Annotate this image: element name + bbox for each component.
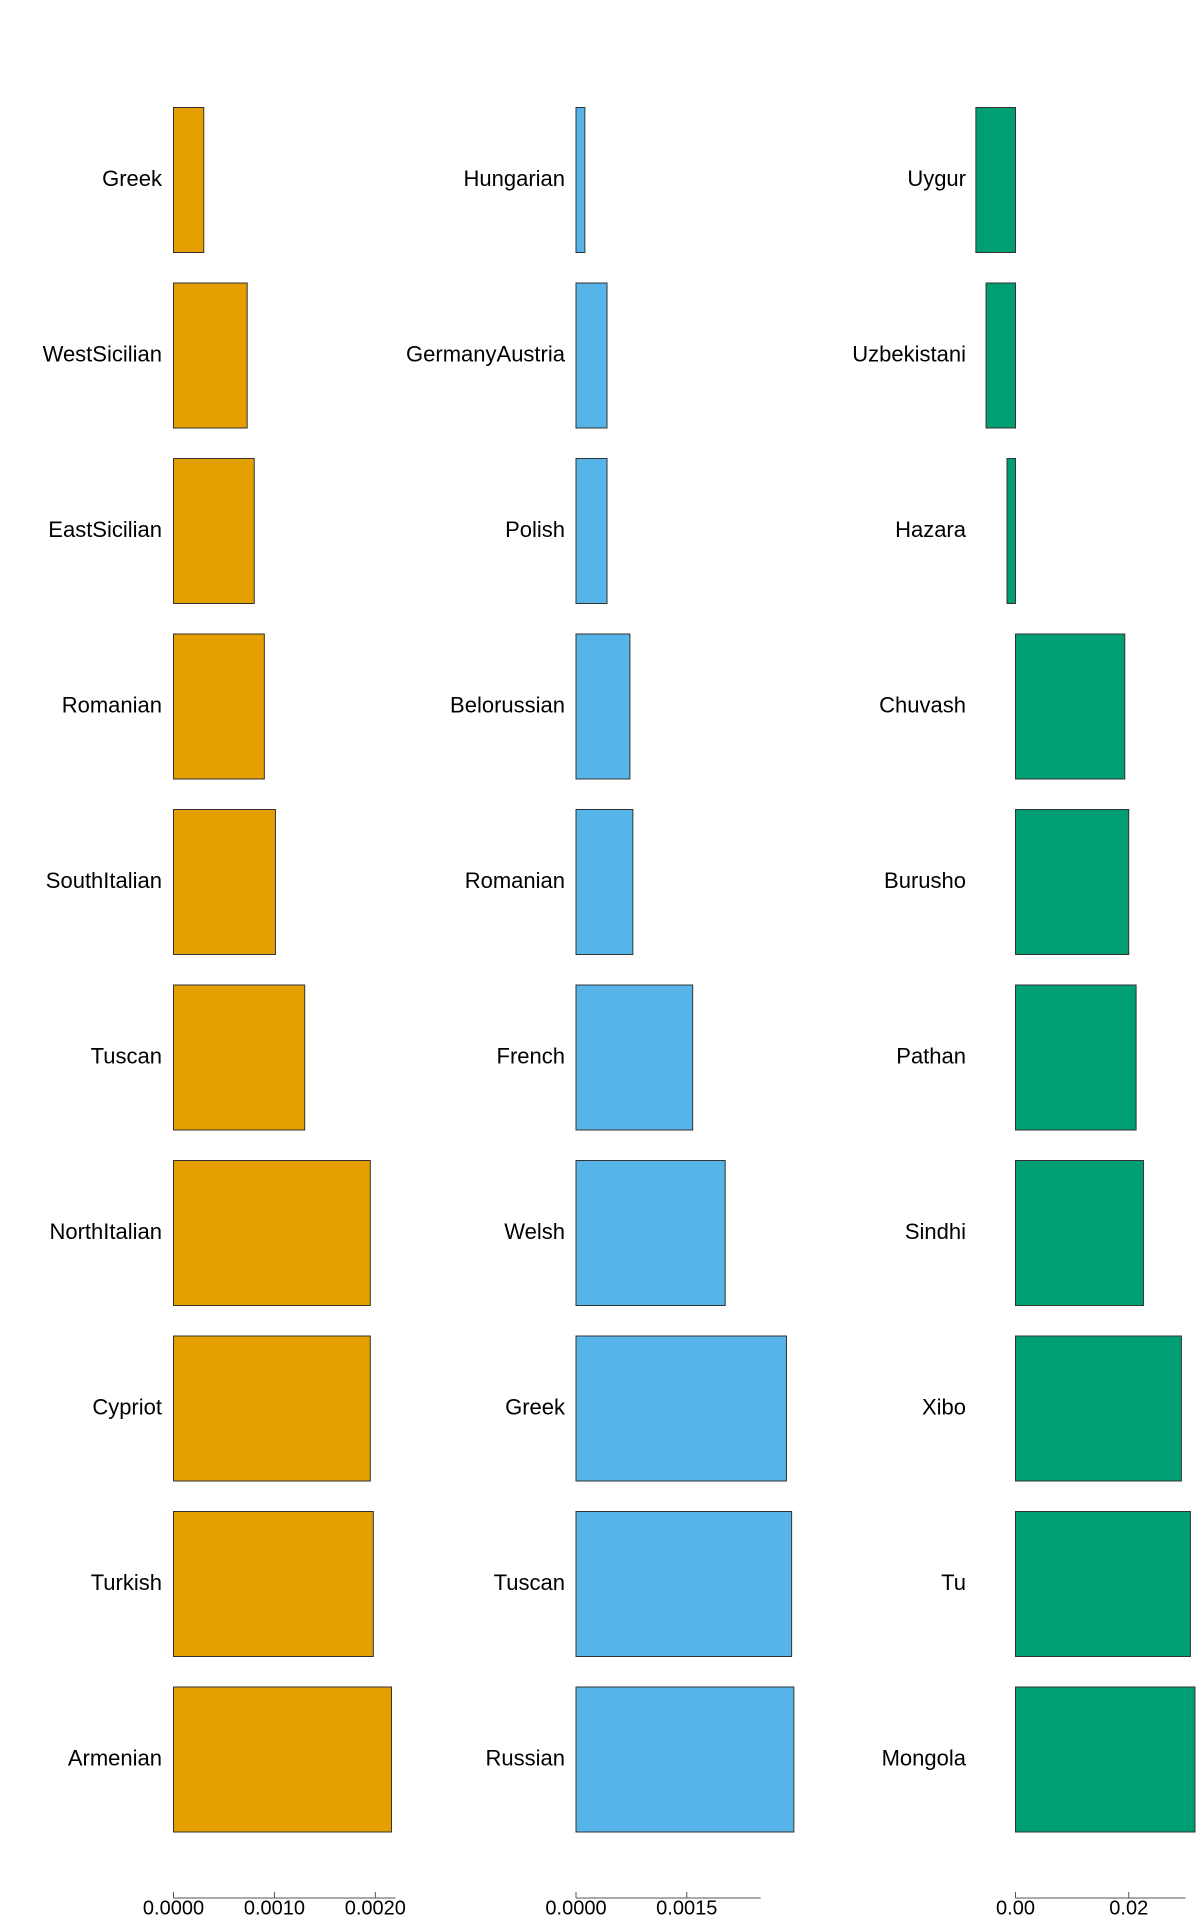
category-label: Tu: [941, 1570, 966, 1595]
bar: [1015, 984, 1137, 1131]
x-tick-label: 0.00: [996, 1897, 1035, 1919]
category-label: Burusho: [884, 868, 966, 893]
bar: [1015, 1160, 1144, 1306]
bar: [173, 107, 205, 253]
bar: [575, 984, 694, 1131]
bar: [575, 458, 608, 604]
x-tick-label: 0.0000: [143, 1897, 204, 1919]
category-label: NorthItalian: [49, 1219, 162, 1244]
category-label: Xibo: [922, 1394, 966, 1419]
bar: [173, 809, 276, 955]
category-label: Uzbekistani: [852, 341, 966, 366]
category-label: EastSicilian: [48, 517, 162, 542]
bar: [173, 458, 255, 604]
category-label: Chuvash: [879, 692, 966, 717]
bar: [173, 1686, 392, 1833]
category-label: Cypriot: [92, 1394, 162, 1419]
category-label: Hungarian: [463, 166, 565, 191]
bar: [575, 282, 608, 429]
bar: [1015, 1511, 1191, 1657]
category-label: Russian: [486, 1745, 565, 1770]
bar: [173, 1511, 374, 1657]
category-label: WestSicilian: [43, 341, 162, 366]
bar: [1015, 633, 1126, 780]
category-label: Pathan: [896, 1043, 966, 1068]
bar: [173, 984, 306, 1131]
bar: [975, 107, 1017, 253]
bar: [1015, 809, 1130, 955]
x-tick-label: 0.02: [1109, 1897, 1148, 1919]
x-tick-label: 0.0010: [244, 1897, 305, 1919]
category-label: Polish: [505, 517, 565, 542]
x-tick-label: 0.0000: [545, 1897, 606, 1919]
bar: [173, 633, 265, 780]
category-label: Belorussian: [450, 692, 565, 717]
bar: [1015, 1335, 1182, 1482]
category-label: Romanian: [62, 692, 162, 717]
bar: [985, 282, 1017, 429]
category-label: Mongola: [882, 1745, 967, 1770]
category-label: French: [497, 1043, 565, 1068]
category-label: Greek: [505, 1394, 566, 1419]
bar: [575, 1335, 787, 1482]
category-label: Uygur: [907, 166, 966, 191]
category-label: Sindhi: [905, 1219, 966, 1244]
category-label: Welsh: [504, 1219, 565, 1244]
bar: [173, 282, 248, 429]
bar: [1015, 1686, 1196, 1833]
category-label: Romanian: [465, 868, 565, 893]
category-label: SouthItalian: [46, 868, 162, 893]
category-label: Tuscan: [91, 1043, 162, 1068]
category-label: Greek: [102, 166, 163, 191]
category-label: Turkish: [91, 1570, 162, 1595]
category-label: Armenian: [68, 1745, 162, 1770]
x-tick-label: 0.0020: [345, 1897, 406, 1919]
bar: [575, 809, 634, 955]
bar: [575, 107, 586, 253]
bar: [575, 633, 631, 780]
category-label: GermanyAustria: [406, 341, 566, 366]
category-label: Hazara: [895, 517, 967, 542]
bar: [575, 1511, 793, 1657]
bar: [173, 1335, 371, 1482]
bar: [1006, 458, 1017, 604]
category-label: Tuscan: [494, 1570, 565, 1595]
bar: [575, 1686, 795, 1833]
bar: [173, 1160, 371, 1306]
bar: [575, 1160, 726, 1306]
x-tick-label: 0.0015: [656, 1897, 717, 1919]
